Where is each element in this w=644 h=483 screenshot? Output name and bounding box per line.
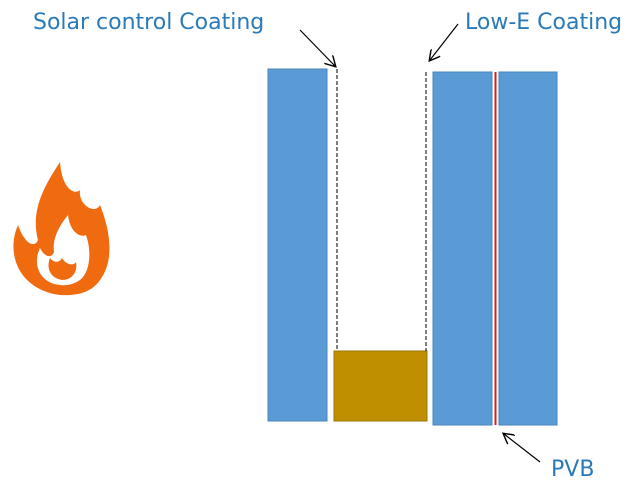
glass-pane <box>498 71 558 426</box>
flame-icon <box>13 162 110 296</box>
lowe-label: Low-E Coating <box>465 10 622 35</box>
arrow <box>504 434 541 463</box>
glass-pane <box>432 71 493 426</box>
glass-pane <box>267 68 328 422</box>
arrow <box>299 29 335 66</box>
solar-label: Solar control Coating <box>33 10 264 35</box>
spacer <box>333 350 428 422</box>
pvb-label: PVB <box>551 457 594 482</box>
arrow <box>430 23 459 60</box>
